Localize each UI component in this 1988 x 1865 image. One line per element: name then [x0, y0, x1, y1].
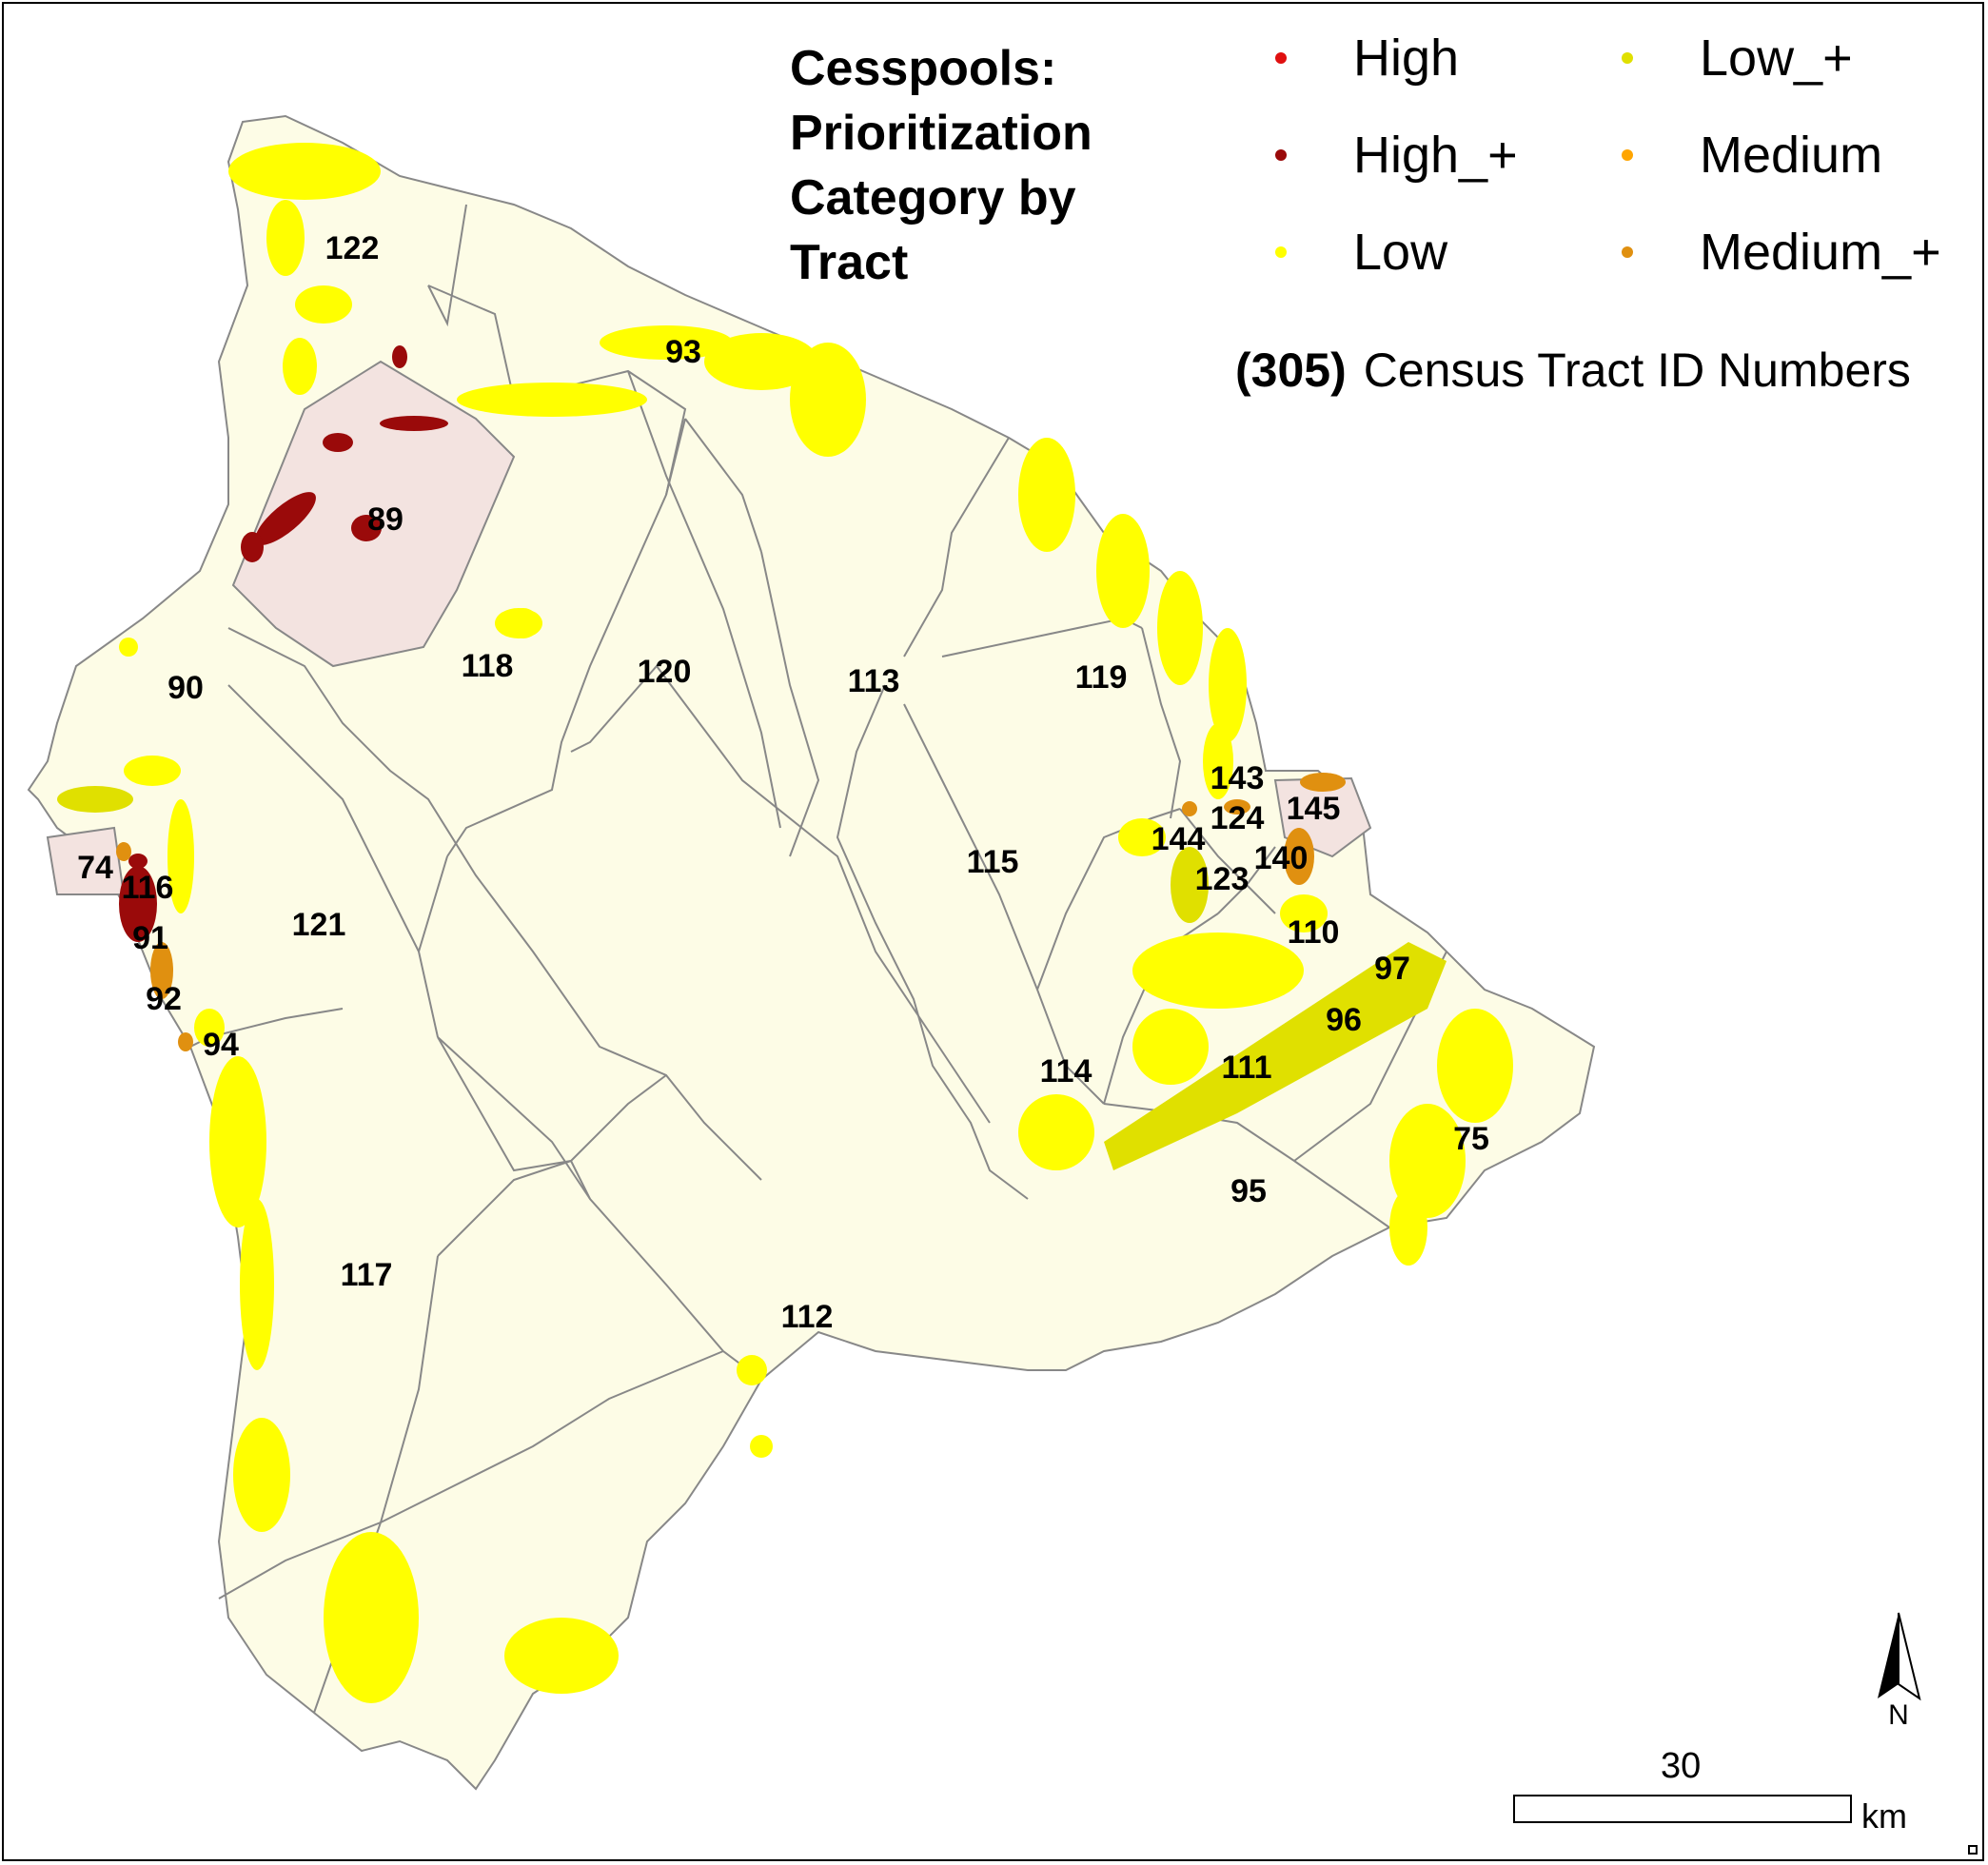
legend-label-medium-plus: Medium_+ [1700, 224, 1941, 281]
cesspools-medium [116, 773, 1346, 1051]
tract-label-120: 120 [638, 654, 692, 690]
legend-swatch-low-plus [1622, 52, 1633, 64]
scale-bar [1513, 1795, 1852, 1823]
tract-label-140: 140 [1254, 840, 1309, 876]
tract-label-97: 97 [1374, 951, 1410, 987]
census-id-example: (305) [1235, 344, 1347, 397]
corner-mark [1968, 1845, 1978, 1855]
tract-label-113: 113 [848, 663, 900, 699]
tract-label-112: 112 [781, 1299, 834, 1335]
legend-label-medium: Medium [1700, 127, 1883, 184]
legend-swatch-high [1275, 52, 1287, 64]
tract-label-110: 110 [1288, 914, 1340, 951]
legend-item-high: High [1275, 29, 1459, 88]
legend-label-low-plus: Low_+ [1700, 29, 1853, 87]
tract-label-74: 74 [77, 850, 113, 886]
legend-item-medium: Medium [1622, 126, 1882, 185]
legend-item-low: Low [1275, 223, 1447, 282]
tract-label-143: 143 [1211, 760, 1265, 796]
tract-89-area [231, 360, 516, 668]
tract-label-144: 144 [1151, 821, 1206, 857]
legend-title: Cesspools: Prioritization Category by Tr… [790, 41, 1092, 290]
tract-label-95: 95 [1230, 1173, 1267, 1209]
census-tract-note: (305) Census Tract ID Numbers [1235, 343, 1911, 398]
tract-label-123: 123 [1195, 861, 1250, 897]
tract-label-119: 119 [1075, 659, 1128, 696]
tract-label-89: 89 [367, 501, 404, 538]
legend-label-high-plus: High_+ [1353, 127, 1518, 184]
legend-swatch-medium-plus [1622, 246, 1633, 258]
legend-swatch-medium [1622, 149, 1633, 161]
legend-item-high-plus: High_+ [1275, 126, 1518, 185]
tract-label-96: 96 [1326, 1002, 1362, 1038]
legend-label-high: High [1353, 29, 1460, 87]
cesspools-low [119, 143, 1513, 1703]
census-id-label: Census Tract ID Numbers [1363, 344, 1911, 397]
tract-label-93: 93 [665, 334, 701, 370]
tract-label-114: 114 [1040, 1053, 1092, 1090]
scale-bar-value: 30 [1661, 1746, 1702, 1786]
cesspools-low-plus [57, 786, 1447, 1170]
legend-swatch-low [1275, 246, 1287, 258]
tract-label-92: 92 [146, 981, 182, 1017]
tract-label-122: 122 [325, 230, 380, 266]
tract-label-111: 111 [1222, 1050, 1272, 1086]
legend-swatch-high-plus [1275, 149, 1287, 161]
north-label: N [1888, 1699, 1909, 1731]
tract-label-115: 115 [967, 844, 1019, 880]
tract-label-121: 121 [292, 907, 346, 943]
tract-label-94: 94 [203, 1027, 239, 1063]
tract-label-91: 91 [132, 920, 168, 956]
north-arrow-icon: N [1878, 1612, 1921, 1731]
tract-label-118: 118 [462, 648, 514, 684]
legend-item-medium-plus: Medium_+ [1622, 223, 1941, 282]
tract-label-145: 145 [1287, 791, 1341, 827]
tract-label-90: 90 [167, 670, 204, 706]
tract-label-116: 116 [122, 870, 174, 906]
legend-item-low-plus: Low_+ [1622, 29, 1853, 88]
cesspools-high-plus [119, 345, 448, 942]
tract-label-124: 124 [1211, 800, 1265, 836]
legend-label-low: Low [1353, 224, 1448, 281]
scale-bar-unit: km [1861, 1796, 1907, 1836]
tract-label-75: 75 [1453, 1121, 1489, 1157]
tract-label-117: 117 [341, 1257, 393, 1293]
